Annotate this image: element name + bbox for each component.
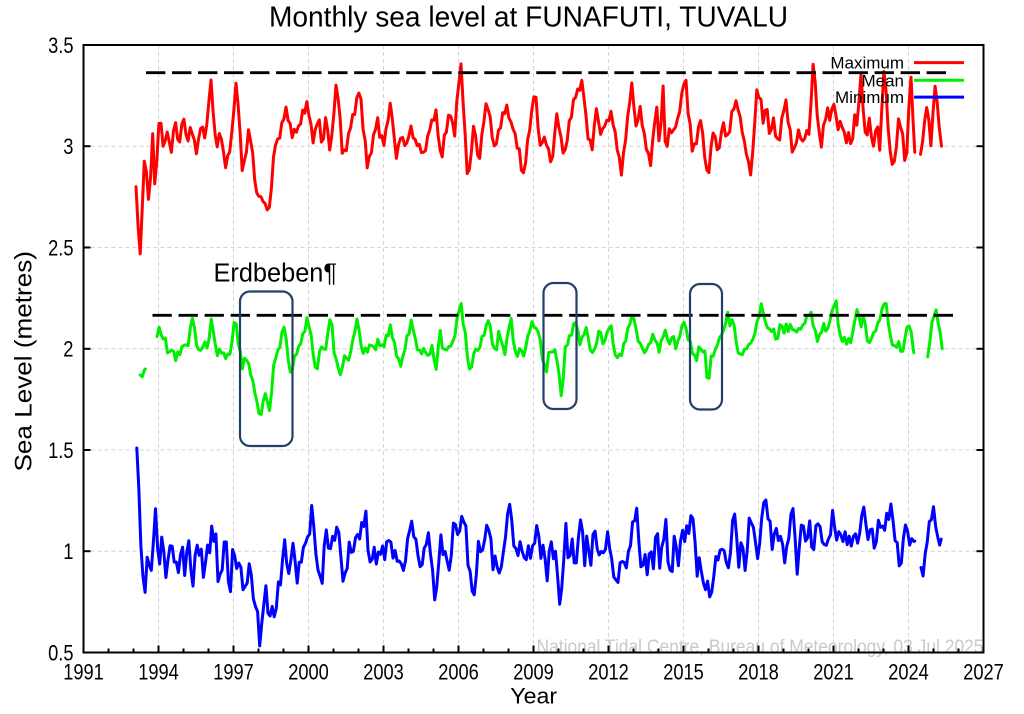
svg-text:Year: Year (510, 684, 557, 709)
svg-text:Maximum: Maximum (830, 54, 904, 73)
svg-text:3: 3 (63, 134, 73, 159)
svg-text:0.5: 0.5 (48, 640, 73, 665)
svg-text:2009: 2009 (513, 659, 554, 684)
svg-text:2024: 2024 (888, 659, 929, 684)
svg-text:1994: 1994 (138, 659, 179, 684)
svg-text:Minimum: Minimum (835, 88, 904, 107)
svg-text:Sea Level (metres): Sea Level (metres) (11, 251, 38, 472)
svg-text:1997: 1997 (213, 659, 254, 684)
svg-text:National Tidal Centre, Bureau: National Tidal Centre, Bureau of Meteoro… (537, 637, 984, 658)
svg-text:Erdbeben¶: Erdbeben¶ (214, 257, 338, 287)
svg-text:2027: 2027 (963, 659, 1004, 684)
svg-text:2: 2 (63, 337, 73, 362)
svg-text:2000: 2000 (288, 659, 329, 684)
svg-text:2021: 2021 (813, 659, 854, 684)
svg-text:1: 1 (63, 539, 73, 564)
svg-text:3.5: 3.5 (48, 33, 73, 58)
svg-text:1.5: 1.5 (48, 438, 73, 463)
svg-text:2003: 2003 (363, 659, 404, 684)
svg-text:Mean: Mean (861, 71, 904, 90)
svg-text:2012: 2012 (588, 659, 629, 684)
svg-text:2.5: 2.5 (48, 235, 73, 260)
svg-text:2015: 2015 (663, 659, 704, 684)
svg-text:1991: 1991 (63, 659, 104, 684)
svg-text:2018: 2018 (738, 659, 779, 684)
svg-text:2006: 2006 (438, 659, 479, 684)
svg-text:Monthly sea level at FUNAFUTI,: Monthly sea level at FUNAFUTI, TUVALU (269, 2, 788, 34)
